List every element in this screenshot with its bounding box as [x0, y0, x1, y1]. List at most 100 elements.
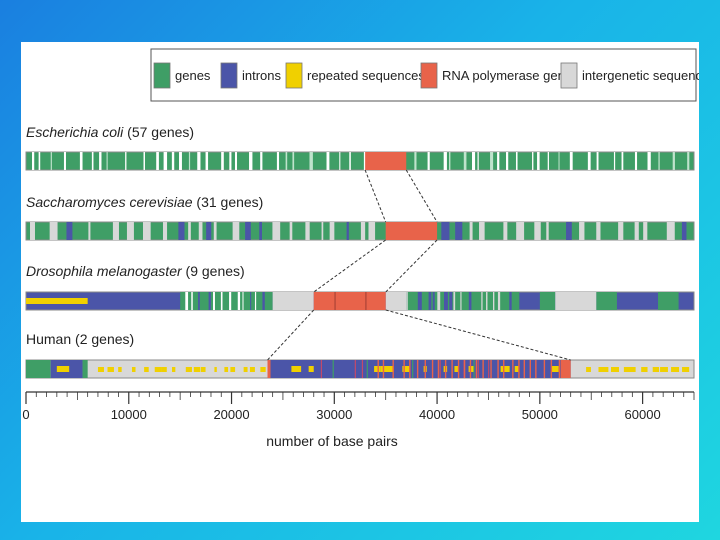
track-human	[25, 359, 695, 379]
repeated-segment	[389, 366, 394, 372]
intergenic-gap	[490, 152, 494, 170]
rna-polymerase-exon	[463, 360, 466, 378]
intergenic-gap	[326, 152, 330, 170]
rna-polymerase-exon	[409, 360, 411, 378]
intergenic-gap	[427, 152, 430, 170]
intergenic-segment	[516, 222, 525, 240]
exon-stripe	[488, 360, 490, 378]
intergenic-segment	[534, 222, 541, 240]
legend-item-intergenic: intergenetic sequences	[560, 62, 699, 89]
repeated-segment	[56, 366, 70, 372]
rna-polymerase-exon	[382, 360, 385, 378]
intergenic-gap	[647, 152, 651, 170]
rna-polymerase-exon	[535, 360, 537, 378]
label-yeast: Saccharomyces cerevisiae (31 genes)	[26, 194, 263, 210]
intergenic-gap	[621, 152, 624, 170]
repeated-segment	[374, 366, 381, 372]
intergenic-gap	[532, 152, 534, 170]
repeated-segment	[623, 367, 632, 372]
intergenic-segment	[213, 222, 217, 240]
intron-segment	[566, 222, 572, 240]
intron-stripe	[486, 292, 488, 310]
intergenic-segment	[596, 222, 601, 240]
rna-polymerase-exon	[457, 360, 460, 378]
tick-label-30000: 30000	[316, 407, 352, 422]
repeated-segment	[161, 367, 167, 372]
intron-stripe	[417, 292, 422, 310]
rna-polymerase-exon	[451, 360, 453, 378]
exon-stripe	[332, 360, 334, 378]
tick-label-0: 0	[22, 407, 29, 422]
repeated-segment	[97, 367, 104, 372]
intergenic-gap	[463, 152, 467, 170]
intergenic-segment	[546, 222, 549, 240]
intron-segment	[206, 222, 212, 240]
intergenic-segment	[188, 222, 191, 240]
track-yeast	[25, 221, 695, 241]
rna-polymerase-exon	[475, 360, 478, 378]
legend-label-repeated: repeated sequences	[307, 68, 425, 83]
intergenic-gap	[79, 152, 83, 170]
legend-swatch-intergenic	[560, 62, 578, 89]
intergenic-gap	[292, 152, 295, 170]
repeated-segment	[224, 367, 229, 372]
intergenic-gap	[547, 152, 549, 170]
repeated-segment	[402, 366, 411, 372]
rna-polymerase-exon	[431, 360, 434, 378]
intron-stripe	[509, 292, 512, 310]
repeated-segment	[380, 366, 391, 372]
track-ecoli	[25, 151, 695, 171]
legend-item-repeated: repeated sequences	[285, 62, 425, 89]
intergenic-gap	[234, 152, 238, 170]
intergenic-gap	[309, 152, 313, 170]
repeated-segment	[682, 367, 690, 372]
repeated-segment	[603, 367, 609, 372]
rna-polymerase-exon	[543, 360, 546, 378]
intergenic-gap	[472, 152, 476, 170]
intergenic-segment	[162, 222, 168, 240]
intergenic-gap	[276, 152, 280, 170]
genes-segment	[539, 292, 556, 310]
intron-segment	[346, 222, 349, 240]
repeated-segment	[514, 366, 520, 372]
repeated-segment	[243, 367, 248, 372]
intergenic-gap	[687, 152, 690, 170]
label-ecoli: Escherichia coli (57 genes)	[26, 124, 194, 140]
intergenic-segment	[112, 222, 119, 240]
introns-segment	[267, 360, 571, 378]
connector-line	[385, 309, 571, 361]
tick-label-10000: 10000	[111, 407, 147, 422]
repeated-segment	[454, 366, 459, 372]
rna-polymerase-gene	[267, 360, 271, 378]
intergenic-gap	[515, 152, 518, 170]
repeated-segment	[630, 367, 636, 372]
intron-stripe	[213, 292, 215, 310]
repeated-segment	[308, 366, 314, 372]
intron-stripe	[242, 292, 244, 310]
intron-stripe	[208, 292, 211, 310]
intergenic-segment	[634, 222, 639, 240]
intron-stripe	[229, 292, 232, 310]
intergenic-segment	[49, 222, 58, 240]
intergenic-gap	[125, 152, 127, 170]
intergenic-gap	[188, 152, 191, 170]
connector-line	[313, 239, 386, 293]
intergenic-segment	[666, 222, 675, 240]
intergenic-segment	[126, 222, 134, 240]
tick-label-60000: 60000	[625, 407, 661, 422]
intergenic-gap	[497, 152, 500, 170]
rna-polymerase-gene-fly	[313, 292, 386, 310]
repeated-segment	[26, 298, 88, 304]
legend-item-introns: introns	[220, 62, 282, 89]
intron-stripe	[406, 292, 408, 310]
intron-segment	[66, 222, 73, 240]
exon-stripe	[473, 360, 475, 378]
intron-segment	[681, 222, 687, 240]
intron-segment	[259, 222, 262, 240]
rna-polymerase-exon	[416, 360, 419, 378]
legend-label-intergenic: intergenetic sequences	[582, 68, 699, 83]
intergenic-gap	[596, 152, 599, 170]
x-axis: 0 10000 20000 30000 40000 50000 60000	[22, 391, 695, 422]
intergenic-gap	[143, 152, 145, 170]
repeated-segment	[214, 367, 217, 372]
